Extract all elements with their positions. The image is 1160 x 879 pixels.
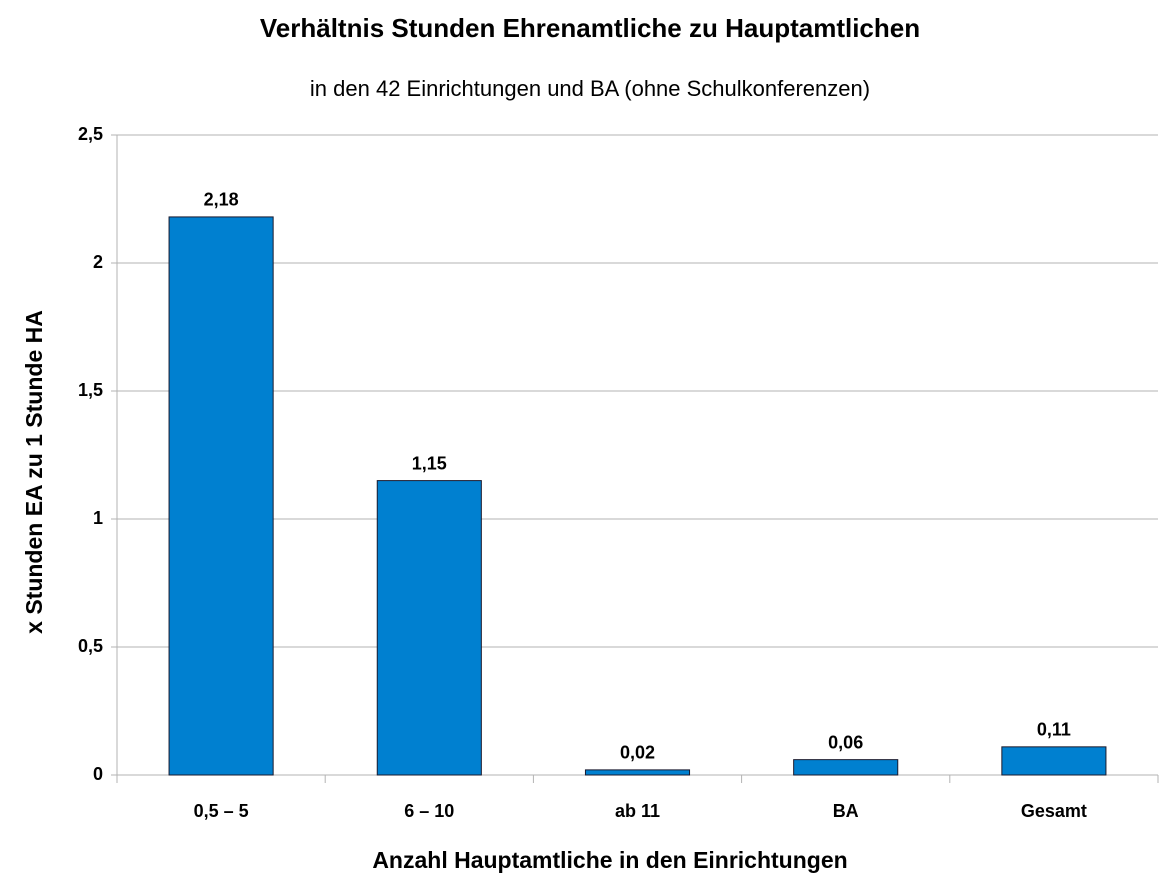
bar [168, 216, 274, 776]
data-label: 1,15 [412, 453, 447, 473]
data-label: 2,18 [204, 190, 239, 210]
y-tick-label: 0,5 [78, 636, 103, 656]
bar [793, 759, 899, 776]
y-axis-label: x Stunden EA zu 1 Stunde HA [21, 310, 47, 634]
x-tick-label: BA [833, 801, 859, 821]
chart-subtitle: in den 42 Einrichtungen und BA (ohne Sch… [310, 76, 870, 101]
x-tick-label: 6 – 10 [404, 801, 454, 821]
data-label: 0,11 [1037, 720, 1071, 740]
x-axis-label: Anzahl Hauptamtliche in den Einrichtunge… [372, 847, 847, 873]
data-label: 0,02 [620, 743, 655, 763]
y-tick-label: 2,5 [78, 124, 103, 144]
y-tick-label: 1,5 [78, 380, 103, 400]
bar [584, 769, 691, 776]
y-tick-label: 2 [93, 252, 103, 272]
y-tick-label: 1 [93, 508, 103, 528]
y-tick-label: 0 [93, 764, 103, 784]
data-label: 0,06 [828, 732, 863, 752]
x-tick-label: 0,5 – 5 [194, 801, 249, 821]
x-tick-label: ab 11 [615, 801, 660, 821]
bar [1001, 746, 1107, 776]
bar [376, 480, 482, 776]
chart-title: Verhältnis Stunden Ehrenamtliche zu Haup… [260, 13, 920, 43]
x-tick-label: Gesamt [1021, 801, 1087, 821]
